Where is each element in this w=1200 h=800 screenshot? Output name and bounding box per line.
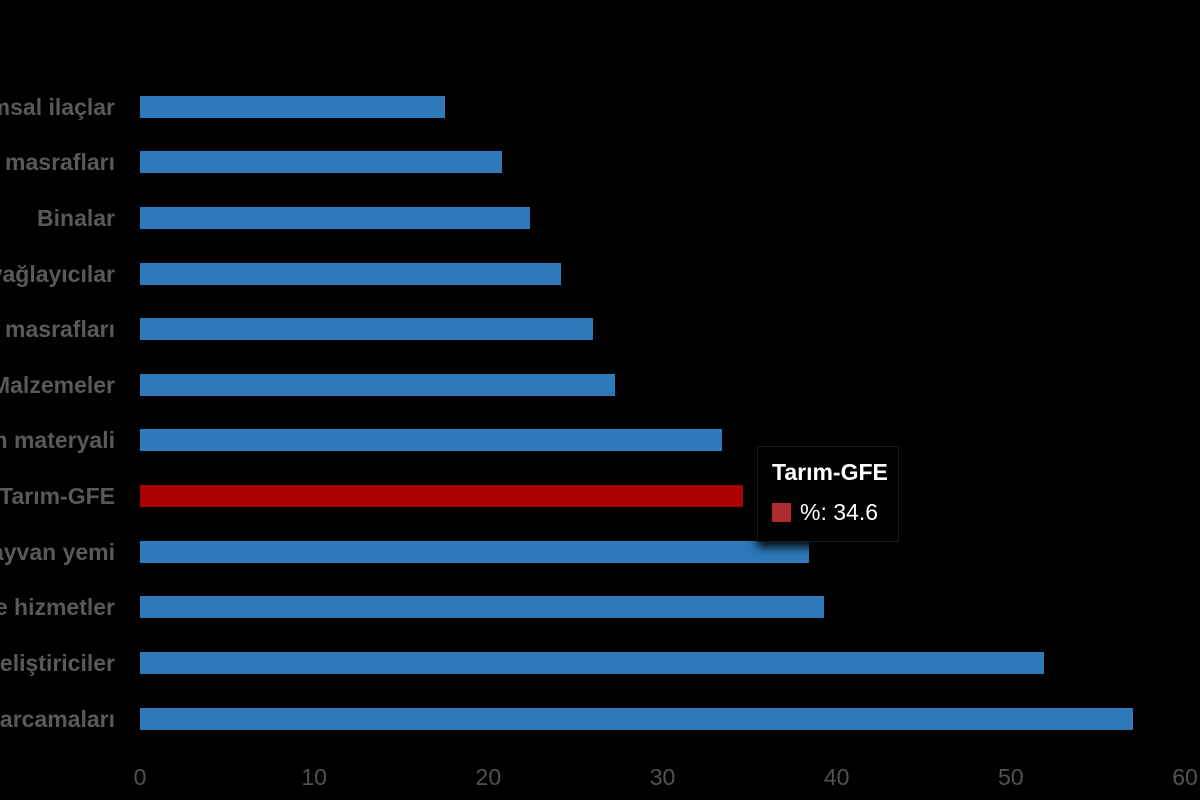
category-label-highlight: Tarım-GFE (0, 483, 115, 510)
category-label: yağlayıcılar (0, 260, 115, 287)
category-label: n masrafları (0, 149, 115, 176)
bar[interactable] (140, 596, 825, 619)
x-tick-label: 50 (998, 764, 1024, 790)
category-label: ve hizmetler (0, 594, 115, 621)
bar[interactable] (140, 318, 593, 341)
category-label: n masrafları (0, 316, 115, 343)
tooltip-row: %: 34.6 (772, 499, 898, 526)
x-tick-label: 20 (475, 764, 502, 790)
category-label: layvan yemi (0, 538, 115, 565)
tooltip-series-swatch-icon (772, 503, 791, 522)
category-label: Binalar (37, 204, 115, 231)
bar-highlight[interactable] (140, 485, 743, 508)
x-tick-label: 60 (1172, 764, 1198, 790)
bar[interactable] (140, 707, 1133, 730)
x-tick-label: 40 (823, 764, 850, 790)
category-label: Malzemeler (0, 371, 115, 398)
bar[interactable] (140, 95, 445, 118)
x-tick-label: 10 (301, 764, 327, 790)
bar[interactable] (140, 651, 1044, 674)
bar[interactable] (140, 373, 616, 396)
category-label: geliştiriciler (0, 649, 115, 676)
category-label: m materyali (0, 427, 115, 454)
tooltip: Tarım-GFE %: 34.6 (757, 446, 899, 542)
category-label: harcamaları (0, 705, 115, 732)
x-tick-label: 0 (133, 764, 147, 790)
bar[interactable] (140, 262, 562, 285)
bar[interactable] (140, 206, 531, 229)
category-label: ımsal ilaçlar (0, 93, 115, 120)
bar[interactable] (140, 429, 722, 452)
bar[interactable] (140, 540, 809, 563)
tooltip-value: %: 34.6 (800, 499, 878, 525)
tooltip-title: Tarım-GFE (772, 459, 888, 485)
bar[interactable] (140, 151, 503, 174)
x-tick-label: 30 (649, 764, 676, 790)
